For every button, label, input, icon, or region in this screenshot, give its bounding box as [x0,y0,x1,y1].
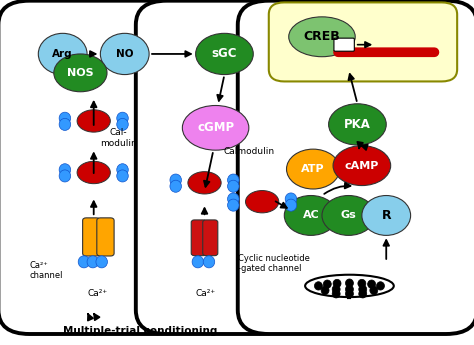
Text: Arg: Arg [52,49,73,59]
Text: Cyclic nucleotide
-gated channel: Cyclic nucleotide -gated channel [238,254,310,273]
Ellipse shape [321,286,329,295]
Ellipse shape [77,110,110,132]
Text: Calmodulin: Calmodulin [223,147,274,156]
FancyBboxPatch shape [238,1,474,334]
Text: cGMP: cGMP [197,121,234,134]
Text: cAMP: cAMP [345,161,379,171]
Text: Cal-
modulin: Cal- modulin [100,128,137,148]
Ellipse shape [289,17,355,57]
Ellipse shape [370,286,378,295]
Text: R: R [382,209,391,222]
Ellipse shape [87,256,99,268]
Ellipse shape [368,280,375,288]
Ellipse shape [203,256,215,268]
Ellipse shape [192,256,204,268]
Ellipse shape [228,174,239,186]
Text: NO: NO [116,49,134,59]
Ellipse shape [285,199,297,211]
Ellipse shape [322,196,375,235]
Ellipse shape [376,282,384,290]
Ellipse shape [117,164,128,176]
Text: PKA: PKA [344,118,371,131]
Text: Ca²⁺
channel: Ca²⁺ channel [29,261,63,280]
Ellipse shape [117,118,128,130]
Text: Ca²⁺: Ca²⁺ [196,289,216,298]
Ellipse shape [59,164,71,176]
Text: Ca²⁺: Ca²⁺ [87,289,107,298]
Ellipse shape [323,280,331,288]
Ellipse shape [228,199,239,211]
Ellipse shape [59,118,71,130]
Ellipse shape [77,161,110,184]
Ellipse shape [332,285,340,294]
Ellipse shape [54,54,107,92]
Text: Multiple-trial conditioning: Multiple-trial conditioning [63,326,217,336]
FancyBboxPatch shape [0,1,189,334]
Text: ATP: ATP [301,164,325,174]
Ellipse shape [362,196,410,235]
Ellipse shape [346,285,354,294]
FancyBboxPatch shape [334,38,355,51]
Ellipse shape [170,174,182,186]
FancyBboxPatch shape [191,220,206,256]
Text: AC: AC [302,210,319,220]
Ellipse shape [346,279,354,287]
Ellipse shape [332,289,340,298]
Text: CREB: CREB [303,30,340,43]
Ellipse shape [182,106,249,150]
FancyBboxPatch shape [136,1,291,334]
FancyBboxPatch shape [97,218,114,256]
Ellipse shape [117,170,128,182]
Ellipse shape [100,33,149,75]
Ellipse shape [333,146,391,186]
Ellipse shape [78,256,90,268]
Ellipse shape [333,279,341,288]
Ellipse shape [96,256,108,268]
Ellipse shape [285,193,297,205]
Ellipse shape [59,170,71,182]
Ellipse shape [284,196,337,235]
Ellipse shape [38,33,87,75]
Ellipse shape [305,275,394,297]
Ellipse shape [188,172,221,194]
Ellipse shape [170,180,182,192]
Ellipse shape [359,285,367,294]
Ellipse shape [228,193,239,205]
Text: NOS: NOS [67,68,94,78]
Ellipse shape [117,112,128,124]
Ellipse shape [228,180,239,192]
FancyBboxPatch shape [203,220,218,256]
Ellipse shape [246,190,279,213]
Ellipse shape [286,149,340,189]
Ellipse shape [59,112,71,124]
Text: Gs: Gs [341,210,356,220]
FancyBboxPatch shape [269,2,457,81]
Ellipse shape [358,279,366,288]
Ellipse shape [346,289,354,298]
Ellipse shape [359,289,367,298]
Text: sGC: sGC [212,48,237,60]
Ellipse shape [328,104,386,145]
Ellipse shape [314,282,322,290]
FancyBboxPatch shape [82,218,100,256]
Ellipse shape [196,33,253,75]
